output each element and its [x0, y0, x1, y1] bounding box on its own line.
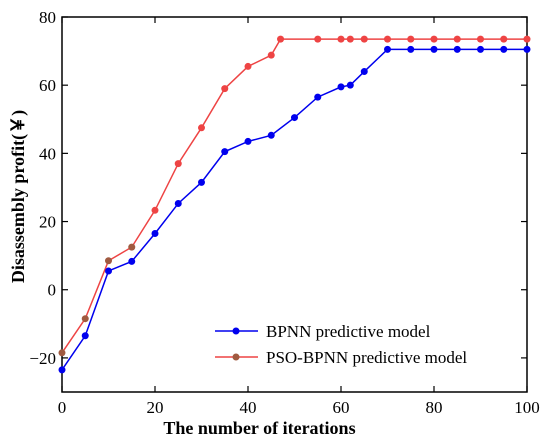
data-point — [58, 366, 66, 374]
legend: BPNN predictive model PSO-BPNN predictiv… — [215, 322, 467, 367]
data-point — [407, 35, 415, 43]
series-line-0 — [61, 48, 527, 371]
legend-label-pso-bpnn: PSO-BPNN predictive model — [266, 348, 467, 367]
data-point — [81, 332, 89, 340]
data-point — [128, 257, 136, 265]
y-axis-title: Disassembly profit(￥) — [8, 110, 29, 283]
data-point — [221, 148, 229, 156]
data-point — [174, 160, 182, 168]
y-tick-label: 80 — [39, 8, 56, 27]
data-point — [105, 267, 112, 275]
y-tick-label: 0 — [48, 281, 57, 300]
x-tick-label: 80 — [426, 398, 443, 417]
data-point — [360, 68, 368, 76]
x-tick-label: 100 — [514, 398, 540, 417]
data-point — [384, 35, 391, 43]
data-point — [198, 178, 205, 186]
data-point — [523, 45, 531, 53]
data-point — [105, 257, 112, 265]
legend-label-bpnn: BPNN predictive model — [266, 322, 431, 341]
data-point — [267, 51, 275, 59]
data-point — [477, 35, 484, 43]
data-point — [314, 35, 322, 43]
data-point — [128, 243, 136, 251]
plot-frame — [61, 16, 528, 393]
data-point — [346, 81, 354, 89]
data-point — [277, 35, 285, 43]
x-tick-label: 20 — [147, 398, 164, 417]
series-markers — [58, 35, 531, 374]
data-point — [81, 315, 89, 323]
data-point — [384, 45, 391, 53]
y-tick-label: 60 — [39, 76, 56, 95]
data-point — [453, 45, 461, 53]
axis-ticks: 0 20 40 60 80 100 −20 0 20 40 60 80 — [29, 8, 539, 417]
data-point — [58, 349, 66, 357]
data-point — [360, 35, 368, 43]
data-point — [244, 62, 252, 70]
data-point — [151, 229, 159, 237]
y-tick-label: 20 — [39, 213, 56, 232]
data-point — [314, 93, 322, 101]
series-lines — [61, 38, 527, 371]
data-point — [477, 45, 484, 53]
data-point — [291, 114, 298, 122]
data-point — [500, 35, 508, 43]
x-tick-label: 60 — [333, 398, 350, 417]
data-point — [453, 35, 461, 43]
data-point — [267, 131, 275, 139]
y-tick-label: −20 — [29, 349, 56, 368]
x-tick-label: 0 — [58, 398, 67, 417]
x-axis-title: The number of iterations — [163, 418, 355, 438]
data-point — [430, 45, 438, 53]
legend-marker-pso-bpnn — [232, 353, 240, 361]
data-point — [198, 124, 205, 132]
data-point — [430, 35, 438, 43]
data-point — [151, 206, 159, 214]
data-point — [174, 199, 182, 207]
data-point — [337, 83, 345, 91]
legend-entry-bpnn: BPNN predictive model — [215, 322, 431, 341]
y-tick-label: 40 — [39, 144, 56, 163]
data-point — [337, 35, 345, 43]
data-point — [346, 35, 354, 43]
legend-marker-bpnn — [232, 327, 240, 335]
x-tick-label: 40 — [240, 398, 257, 417]
data-point — [523, 35, 531, 43]
data-point — [244, 137, 252, 145]
data-point — [221, 85, 229, 93]
data-point — [407, 45, 415, 53]
series-line-1 — [61, 38, 527, 354]
legend-entry-pso-bpnn: PSO-BPNN predictive model — [215, 348, 467, 367]
data-point — [500, 45, 508, 53]
